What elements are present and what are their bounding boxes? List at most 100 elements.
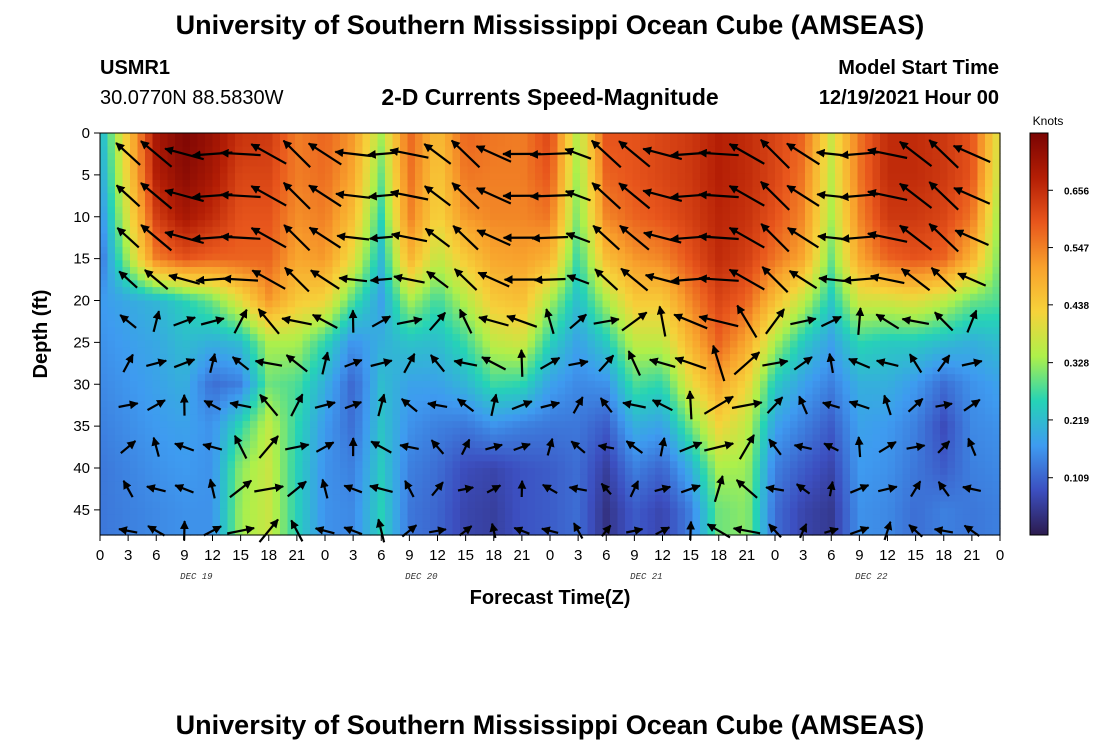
- heat-cell: [212, 307, 221, 315]
- heat-cell: [692, 200, 701, 208]
- heat-cell: [235, 347, 244, 355]
- heat-cell: [460, 334, 469, 342]
- heat-cell: [662, 213, 671, 221]
- heat-cell: [107, 461, 116, 469]
- heat-cell: [692, 461, 701, 469]
- heat-cell: [572, 407, 581, 415]
- heat-cell: [332, 374, 341, 382]
- heat-cell: [137, 407, 146, 415]
- heat-cell: [692, 474, 701, 482]
- heat-cell: [100, 200, 109, 208]
- heat-cell: [317, 354, 326, 362]
- heat-cell: [137, 200, 146, 208]
- heat-cell: [287, 153, 296, 161]
- heat-cell: [475, 474, 484, 482]
- heat-cell: [220, 354, 229, 362]
- heat-cell: [280, 320, 289, 328]
- heat-cell: [280, 374, 289, 382]
- heat-cell: [527, 313, 536, 322]
- heat-cell: [235, 206, 244, 214]
- heat-cell: [115, 474, 124, 482]
- heat-cell: [160, 340, 169, 348]
- heat-cell: [602, 273, 611, 281]
- heat-cell: [100, 139, 109, 147]
- heat-cell: [205, 354, 214, 362]
- heat-cell: [272, 514, 281, 523]
- heat-cell: [632, 407, 641, 415]
- heat-cell: [145, 246, 154, 255]
- heat-cell: [190, 213, 199, 221]
- heat-cell: [475, 267, 484, 275]
- heat-cell: [287, 334, 296, 342]
- heat-cell: [347, 246, 356, 255]
- heat-cell: [587, 213, 596, 221]
- heat-cell: [550, 380, 559, 389]
- heat-cell: [452, 246, 461, 255]
- heat-cell: [340, 146, 349, 154]
- heat-cell: [310, 414, 319, 422]
- heat-cell: [197, 200, 206, 208]
- heat-cell: [587, 494, 596, 503]
- heat-cell: [430, 206, 439, 214]
- heat-cell: [235, 300, 244, 308]
- heat-cell: [625, 514, 634, 523]
- heat-cell: [647, 307, 656, 315]
- heat-cell: [332, 481, 341, 489]
- heat-cell: [122, 447, 131, 456]
- heat-cell: [715, 340, 724, 348]
- heat-cell: [550, 226, 559, 235]
- heat-cell: [685, 468, 694, 476]
- heat-cell: [670, 246, 679, 255]
- heat-cell: [220, 246, 229, 255]
- heat-cell: [475, 447, 484, 456]
- heat-cell: [692, 367, 701, 375]
- heat-cell: [235, 468, 244, 476]
- heat-cell: [332, 354, 341, 362]
- heat-cell: [445, 186, 454, 194]
- heat-cell: [137, 387, 146, 395]
- heat-cell: [385, 441, 394, 449]
- heat-cell: [332, 133, 341, 141]
- heat-cell: [580, 206, 589, 214]
- heat-cell: [310, 334, 319, 342]
- heat-cell: [355, 508, 364, 516]
- heat-cell: [407, 320, 416, 328]
- heat-cell: [152, 474, 161, 482]
- heat-cell: [355, 441, 364, 449]
- heat-cell: [235, 153, 244, 161]
- heat-cell: [580, 273, 589, 281]
- heat-cell: [175, 514, 184, 523]
- heat-cell: [310, 159, 319, 168]
- heat-cell: [625, 340, 634, 348]
- heat-cell: [557, 488, 566, 496]
- heat-cell: [475, 508, 484, 516]
- heat-cell: [632, 354, 641, 362]
- heat-cell: [362, 488, 371, 496]
- heat-cell: [235, 367, 244, 375]
- heat-cell: [542, 508, 551, 516]
- heat-cell: [212, 220, 221, 228]
- heat-cell: [160, 447, 169, 456]
- heat-cell: [280, 186, 289, 194]
- heat-cell: [632, 293, 641, 302]
- heat-cell: [520, 327, 529, 335]
- heat-cell: [100, 481, 109, 489]
- heat-cell: [130, 327, 139, 335]
- heat-cell: [197, 434, 206, 442]
- heat-cell: [362, 260, 371, 268]
- heat-cell: [302, 347, 311, 355]
- heat-cell: [460, 414, 469, 422]
- heat-cell: [317, 501, 326, 509]
- heat-cell: [385, 246, 394, 255]
- heat-cell: [700, 387, 709, 395]
- heat-cell: [130, 474, 139, 482]
- heat-cell: [587, 461, 596, 469]
- heat-cell: [542, 153, 551, 161]
- heat-cell: [632, 327, 641, 335]
- heat-cell: [287, 468, 296, 476]
- heat-cell: [197, 240, 206, 248]
- heat-cell: [295, 313, 304, 322]
- heat-cell: [340, 186, 349, 194]
- heat-cell: [542, 213, 551, 221]
- heat-cell: [295, 273, 304, 281]
